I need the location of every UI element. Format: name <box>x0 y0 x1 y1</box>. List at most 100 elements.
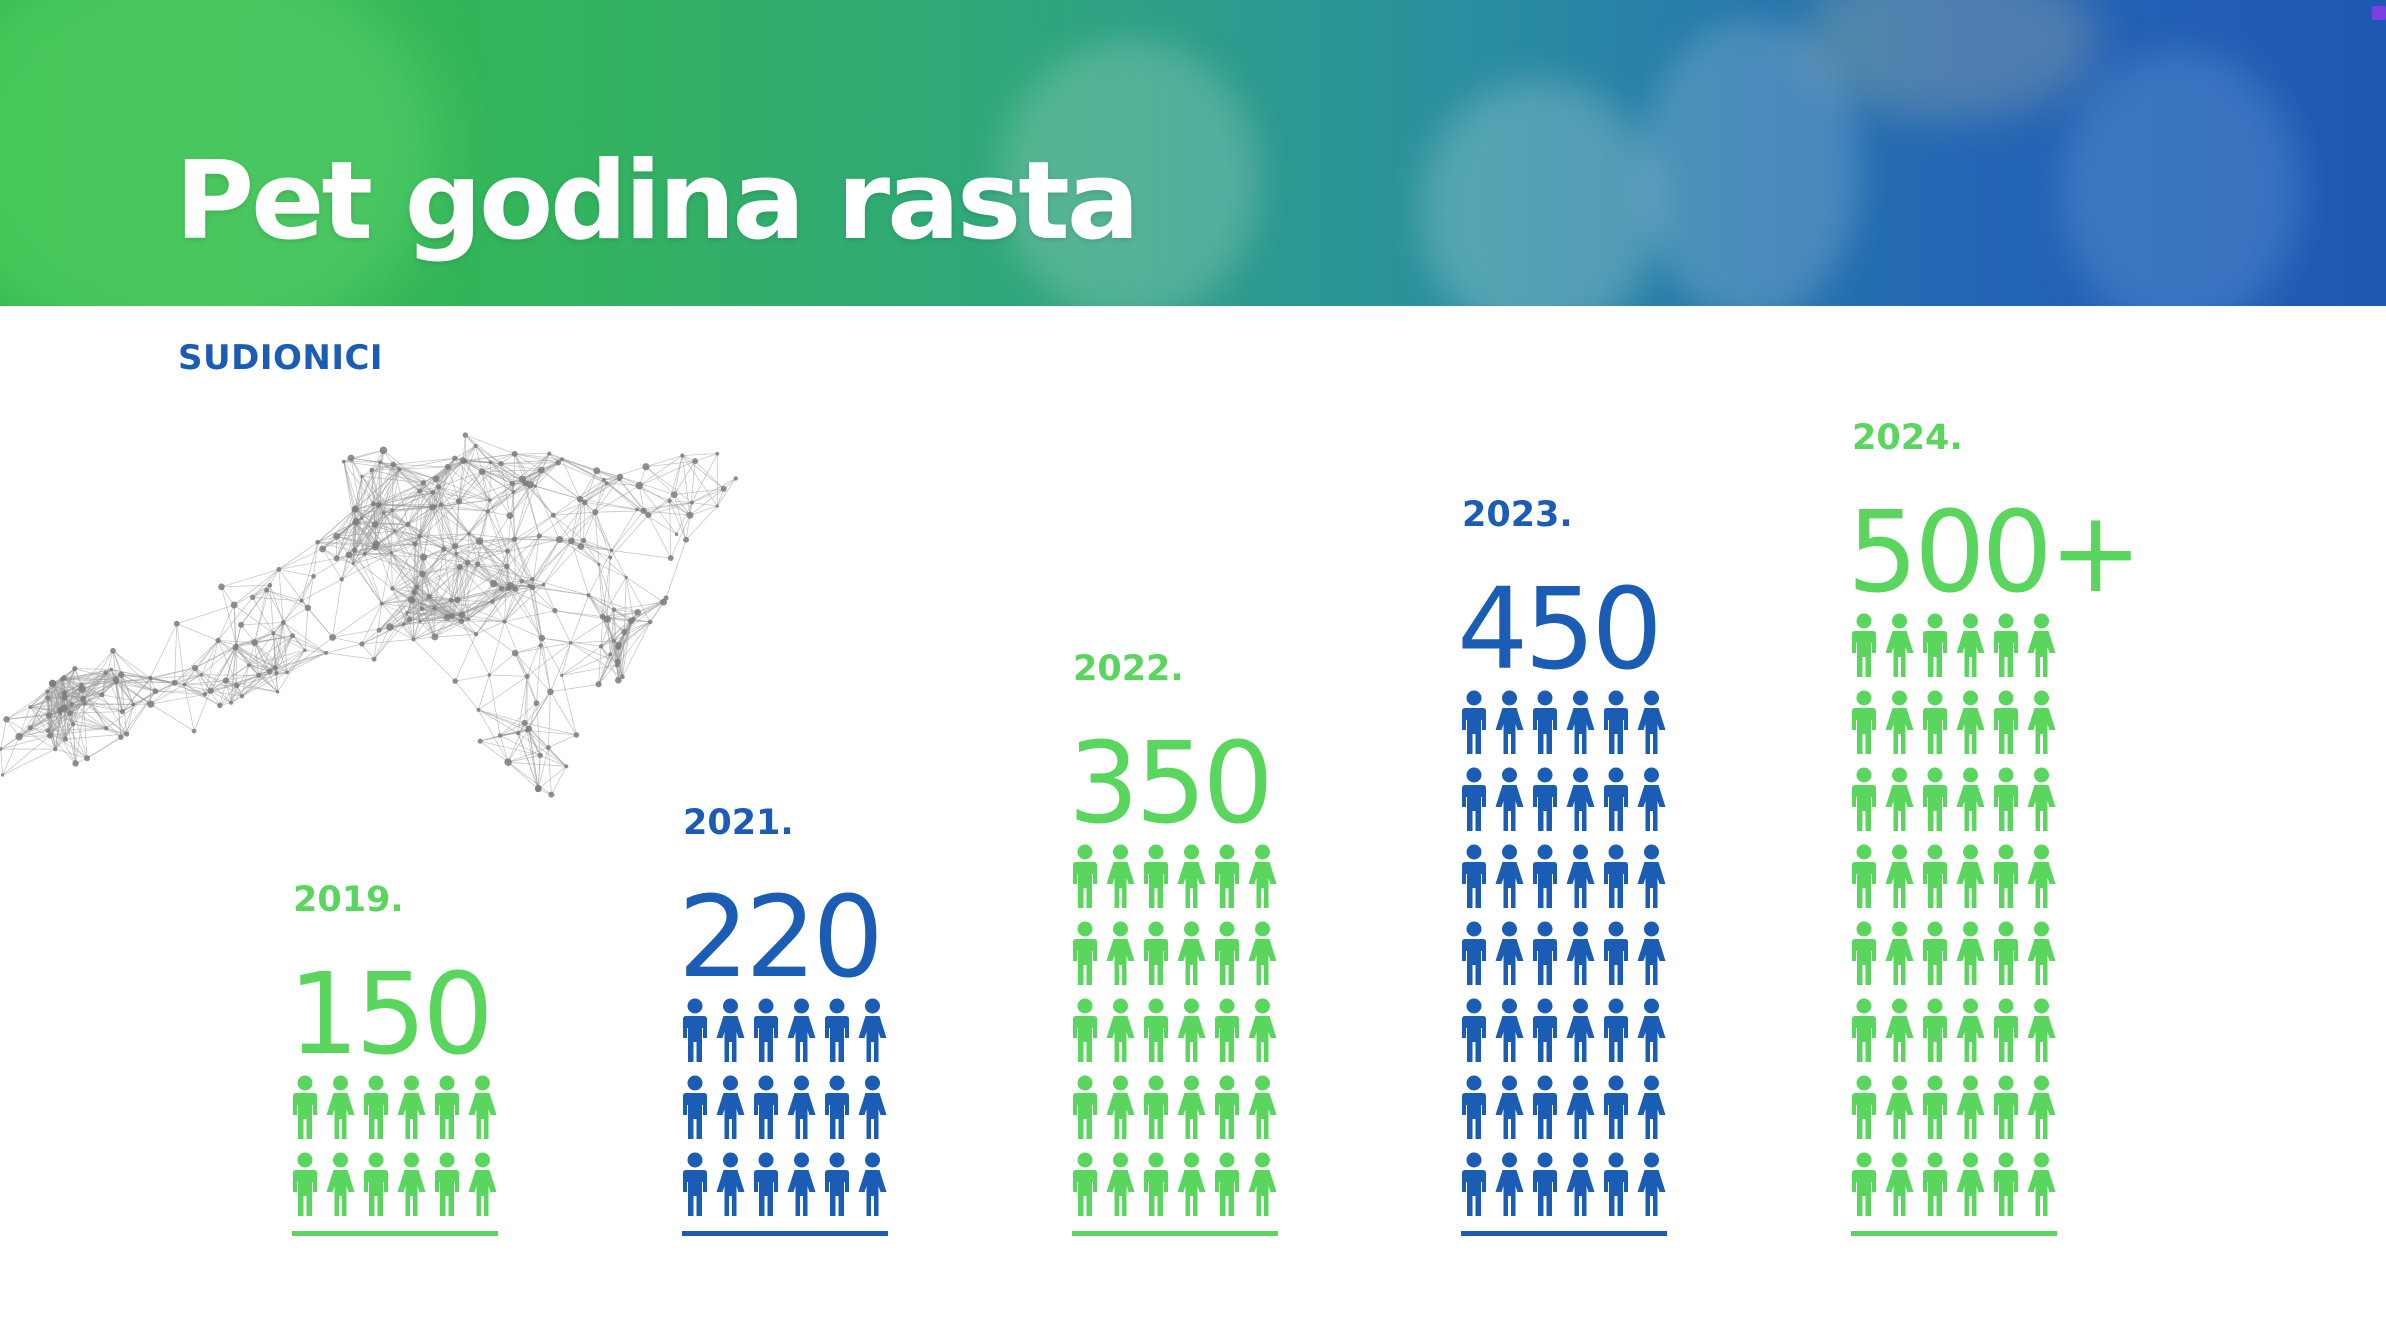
person-icon <box>1885 613 1914 677</box>
person-icon <box>1852 1075 1876 1139</box>
person-icon <box>2027 767 2056 831</box>
bar-baseline <box>1851 1231 2057 1236</box>
person-icon <box>1215 998 1239 1062</box>
person-icon <box>1073 921 1097 985</box>
person-icon <box>2027 844 2056 908</box>
person-icon <box>825 1075 849 1139</box>
person-icon <box>1215 844 1239 908</box>
network-nodes <box>0 432 738 798</box>
person-icon <box>858 998 887 1062</box>
person-icon <box>1073 1152 1097 1216</box>
person-icon <box>1852 767 1876 831</box>
section-label: SUDIONICI <box>178 338 384 378</box>
person-icon <box>1994 1075 2018 1139</box>
person-icon <box>1495 998 1524 1062</box>
person-icon <box>1885 998 1914 1062</box>
person-icon <box>858 1075 887 1139</box>
person-icon <box>1923 1075 1947 1139</box>
person-icon <box>1637 767 1666 831</box>
person-icon <box>1177 998 1206 1062</box>
network-arrow-icon <box>0 432 738 798</box>
person-icon <box>787 1152 816 1216</box>
person-icon <box>1852 998 1876 1062</box>
person-icon <box>326 1152 355 1216</box>
person-icon <box>825 1152 849 1216</box>
person-icon <box>397 1075 426 1139</box>
bar-column-1: 150 2019. <box>288 880 498 1236</box>
person-icon <box>1956 767 1985 831</box>
person-icon <box>1495 844 1524 908</box>
person-icon <box>716 998 745 1062</box>
person-icon <box>1462 921 1486 985</box>
person-icon <box>1073 998 1097 1062</box>
person-icon <box>1215 1075 1239 1139</box>
person-icon <box>1885 921 1914 985</box>
person-icon <box>1566 844 1595 908</box>
person-icon <box>1144 1152 1168 1216</box>
person-icon <box>1604 690 1628 754</box>
person-icon <box>1923 998 1947 1062</box>
category-label: 2024. <box>1852 418 1963 458</box>
person-icon <box>683 1152 707 1216</box>
person-icon <box>1495 1152 1524 1216</box>
person-icon <box>1566 1152 1595 1216</box>
person-icon <box>1637 1152 1666 1216</box>
person-icon <box>1144 1075 1168 1139</box>
person-icon <box>1923 613 1947 677</box>
bar-column-3: 350 2022. <box>1068 649 1278 1236</box>
person-icon <box>1177 921 1206 985</box>
person-icon <box>1144 844 1168 908</box>
person-icon <box>1885 844 1914 908</box>
person-icon <box>1495 690 1524 754</box>
category-label: 2021. <box>683 803 794 843</box>
bar-column-4: 450 2023. <box>1457 495 1667 1236</box>
person-icon <box>1177 844 1206 908</box>
person-icon <box>1144 998 1168 1062</box>
person-icon <box>1637 921 1666 985</box>
value-label: 350 <box>1068 719 1270 849</box>
person-icon <box>435 1075 459 1139</box>
person-icon <box>1885 690 1914 754</box>
person-icon <box>1994 844 2018 908</box>
person-icon <box>1956 921 1985 985</box>
bar-baseline <box>292 1231 498 1236</box>
value-label: 500+ <box>1847 488 2139 618</box>
bar-column-5: 500+ 2024. <box>1847 418 2143 1236</box>
header-banner: Pet godina rasta <box>0 0 2386 306</box>
person-icon <box>1106 1152 1135 1216</box>
comment-icon[interactable] <box>2372 6 2386 20</box>
person-icon <box>1248 1075 1277 1139</box>
person-icon <box>1604 1152 1628 1216</box>
person-icon <box>787 998 816 1062</box>
person-icon <box>1604 1075 1628 1139</box>
value-label: 220 <box>678 873 880 1003</box>
person-icon <box>2027 690 2056 754</box>
person-icon <box>468 1075 497 1139</box>
person-icon <box>1923 767 1947 831</box>
person-icon <box>1994 613 2018 677</box>
person-icon <box>364 1152 388 1216</box>
person-icon <box>1073 844 1097 908</box>
person-icon <box>858 1152 887 1216</box>
person-icon <box>1852 921 1876 985</box>
category-label: 2019. <box>293 880 404 920</box>
person-icon <box>825 998 849 1062</box>
bar-baseline <box>1461 1231 1667 1236</box>
person-icon <box>1248 1152 1277 1216</box>
bar-column-2: 220 2021. <box>678 803 888 1236</box>
person-icon <box>1566 921 1595 985</box>
person-icon <box>1637 844 1666 908</box>
person-icon <box>1248 998 1277 1062</box>
bar-baseline <box>682 1231 888 1236</box>
person-icon <box>1533 1075 1557 1139</box>
person-icon <box>1956 998 1985 1062</box>
person-icon <box>293 1075 317 1139</box>
person-icon <box>1852 1152 1876 1216</box>
person-icon <box>435 1152 459 1216</box>
person-icon <box>1215 1152 1239 1216</box>
person-icon <box>2027 1152 2056 1216</box>
person-icon <box>1956 1075 1985 1139</box>
person-icon <box>2027 998 2056 1062</box>
person-icon <box>1106 998 1135 1062</box>
